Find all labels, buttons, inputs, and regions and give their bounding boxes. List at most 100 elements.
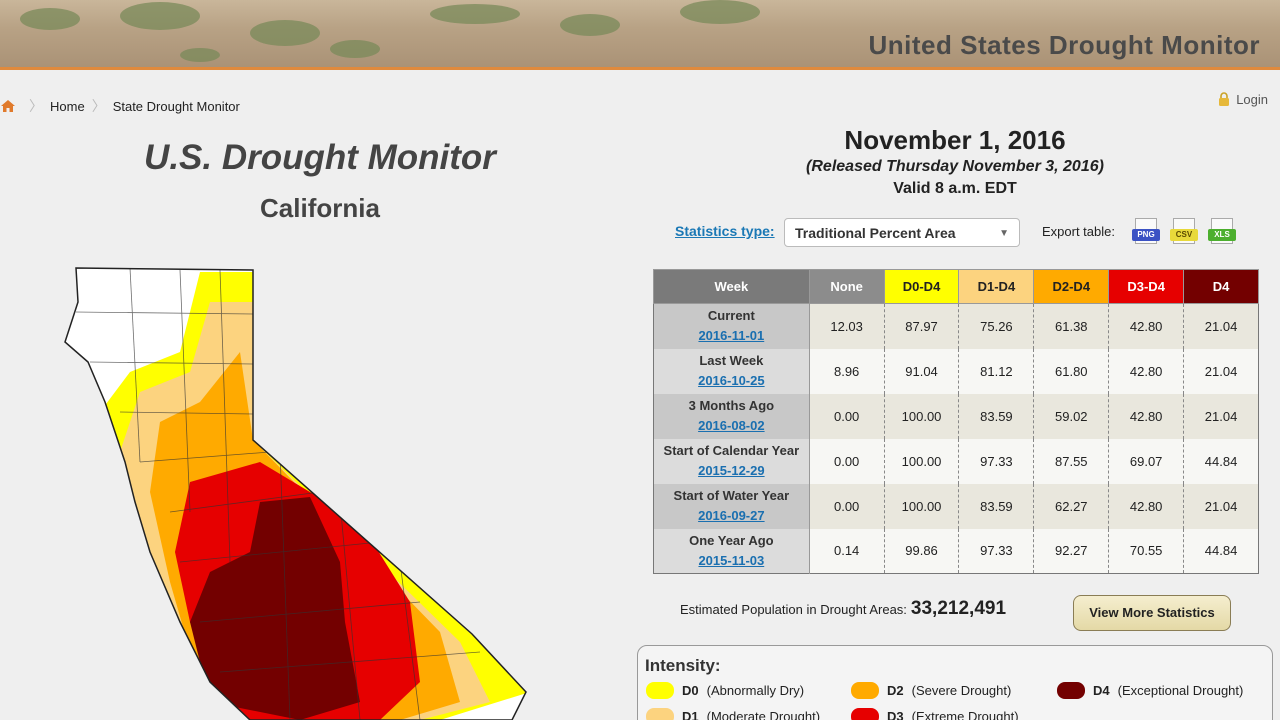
week-cell: One Year Ago 2015-11-03 bbox=[653, 528, 810, 574]
legend-item-d4: D4 (Exceptional Drought) bbox=[1057, 682, 1243, 699]
legend-swatch bbox=[851, 708, 879, 720]
value-cell: 42.80 bbox=[1108, 483, 1185, 529]
csv-tag: CSV bbox=[1170, 229, 1198, 241]
table-row: Start of Water Year 2016-09-27 0.00 100.0… bbox=[653, 483, 1259, 529]
breadcrumb: 〉 Home 〉 State Drought Monitor bbox=[0, 96, 240, 116]
week-date-link[interactable]: 2016-10-25 bbox=[698, 373, 765, 388]
value-cell: 42.80 bbox=[1108, 393, 1185, 439]
value-cell: 0.00 bbox=[809, 483, 885, 529]
value-cell: 83.59 bbox=[958, 483, 1035, 529]
legend-desc: (Severe Drought) bbox=[911, 683, 1012, 698]
legend-code: D1 bbox=[682, 709, 699, 720]
header-none: None bbox=[808, 269, 885, 304]
export-png-button[interactable]: PNG bbox=[1132, 218, 1160, 246]
value-cell: 100.00 bbox=[884, 483, 960, 529]
value-cell: 12.03 bbox=[809, 303, 885, 349]
home-icon[interactable] bbox=[0, 99, 16, 113]
week-cell: Last Week 2016-10-25 bbox=[653, 348, 810, 394]
week-label: Start of Water Year bbox=[673, 488, 790, 503]
value-cell: 99.86 bbox=[884, 528, 960, 574]
value-cell: 44.84 bbox=[1183, 528, 1259, 574]
breadcrumb-home-link[interactable]: Home bbox=[50, 98, 85, 114]
value-cell: 61.38 bbox=[1033, 303, 1110, 349]
header-d1-d4: D1-D4 bbox=[958, 269, 1035, 304]
view-more-statistics-button[interactable]: View More Statistics bbox=[1073, 595, 1231, 631]
value-cell: 61.80 bbox=[1033, 348, 1110, 394]
week-label: Last Week bbox=[699, 353, 764, 368]
header-d4: D4 bbox=[1183, 269, 1259, 304]
value-cell: 62.27 bbox=[1033, 483, 1110, 529]
value-cell: 100.00 bbox=[884, 393, 960, 439]
week-cell: Start of Calendar Year 2015-12-29 bbox=[653, 438, 810, 484]
banner-shrub bbox=[330, 40, 380, 58]
table-row: One Year Ago 2015-11-03 0.14 99.86 97.33 … bbox=[653, 528, 1259, 574]
value-cell: 59.02 bbox=[1033, 393, 1110, 439]
population-label: Estimated Population in Drought Areas: bbox=[680, 602, 907, 617]
legend-item-d0: D0 (Abnormally Dry) bbox=[646, 682, 804, 699]
legend-item-d1: D1 (Moderate Drought) bbox=[646, 708, 820, 720]
value-cell: 21.04 bbox=[1183, 483, 1259, 529]
login-link[interactable]: Login bbox=[1218, 92, 1268, 107]
week-date-link[interactable]: 2016-09-27 bbox=[698, 508, 765, 523]
legend-code: D4 bbox=[1093, 683, 1110, 698]
value-cell: 21.04 bbox=[1183, 303, 1259, 349]
california-drought-map[interactable] bbox=[60, 262, 540, 720]
legend-desc: (Exceptional Drought) bbox=[1117, 683, 1244, 698]
legend-swatch bbox=[646, 682, 674, 699]
value-cell: 0.00 bbox=[809, 393, 885, 439]
export-xls-button[interactable]: XLS bbox=[1208, 218, 1236, 246]
value-cell: 8.96 bbox=[809, 348, 885, 394]
banner-shrub bbox=[430, 4, 520, 24]
drought-statistics-table: Week None D0-D4 D1-D4 D2-D4 D3-D4 D4 Cur… bbox=[653, 269, 1259, 574]
banner-shrub bbox=[680, 0, 760, 24]
statistics-type-label[interactable]: Statistics type: bbox=[675, 223, 775, 239]
statistics-type-select[interactable]: Traditional Percent Area ▼ bbox=[784, 218, 1020, 247]
week-date-link[interactable]: 2016-11-01 bbox=[698, 328, 765, 344]
value-cell: 42.80 bbox=[1108, 348, 1185, 394]
login-label: Login bbox=[1236, 92, 1268, 107]
xls-tag: XLS bbox=[1208, 229, 1236, 241]
week-date-link[interactable]: 2015-11-03 bbox=[698, 552, 765, 568]
week-date-link[interactable]: 2015-12-29 bbox=[698, 463, 765, 478]
header-d0-d4: D0-D4 bbox=[883, 269, 960, 304]
value-cell: 100.00 bbox=[884, 438, 960, 484]
week-cell: Start of Water Year 2016-09-27 bbox=[653, 483, 810, 529]
legend-code: D2 bbox=[887, 683, 904, 698]
map-title: U.S. Drought Monitor bbox=[144, 138, 496, 177]
legend-code: D0 bbox=[682, 683, 699, 698]
banner-shrub bbox=[180, 48, 220, 62]
week-date-link[interactable]: 2016-08-02 bbox=[698, 418, 765, 433]
dropdown-caret-icon: ▼ bbox=[999, 228, 1009, 239]
week-label: Current bbox=[707, 308, 755, 324]
table-header-row: Week None D0-D4 D1-D4 D2-D4 D3-D4 D4 bbox=[653, 269, 1259, 304]
value-cell: 92.27 bbox=[1033, 528, 1110, 574]
legend-swatch bbox=[851, 682, 879, 699]
legend-desc: (Moderate Drought) bbox=[706, 709, 821, 720]
header-week: Week bbox=[653, 269, 810, 304]
valid-time: Valid 8 a.m. EDT bbox=[893, 180, 1017, 197]
value-cell: 42.80 bbox=[1108, 303, 1185, 349]
value-cell: 70.55 bbox=[1108, 528, 1185, 574]
value-cell: 97.33 bbox=[958, 438, 1035, 484]
legend-desc: (Abnormally Dry) bbox=[706, 683, 805, 698]
population-value: 33,212,491 bbox=[910, 598, 1007, 619]
banner-shrub bbox=[560, 14, 620, 36]
value-cell: 81.12 bbox=[958, 348, 1035, 394]
table-row: Current 2016-11-01 12.03 87.97 75.26 61.3… bbox=[653, 303, 1259, 349]
table-row: Last Week 2016-10-25 8.96 91.04 81.12 61.… bbox=[653, 348, 1259, 394]
header-d2-d4: D2-D4 bbox=[1033, 269, 1110, 304]
report-date: November 1, 2016 bbox=[844, 125, 1066, 155]
value-cell: 44.84 bbox=[1183, 438, 1259, 484]
value-cell: 0.14 bbox=[809, 528, 885, 574]
table-row: Start of Calendar Year 2015-12-29 0.00 10… bbox=[653, 438, 1259, 484]
breadcrumb-separator: 〉 bbox=[91, 98, 106, 114]
value-cell: 75.26 bbox=[958, 303, 1035, 349]
release-date: (Released Thursday November 3, 2016) bbox=[806, 158, 1104, 175]
breadcrumb-separator: 〉 bbox=[29, 98, 43, 114]
week-cell: 3 Months Ago 2016-08-02 bbox=[653, 393, 810, 439]
export-csv-button[interactable]: CSV bbox=[1170, 218, 1198, 246]
png-tag: PNG bbox=[1132, 229, 1160, 241]
legend-item-d2: D2 (Severe Drought) bbox=[851, 682, 1011, 699]
statistics-type-value: Traditional Percent Area bbox=[795, 225, 956, 241]
header-d3-d4: D3-D4 bbox=[1108, 269, 1185, 304]
